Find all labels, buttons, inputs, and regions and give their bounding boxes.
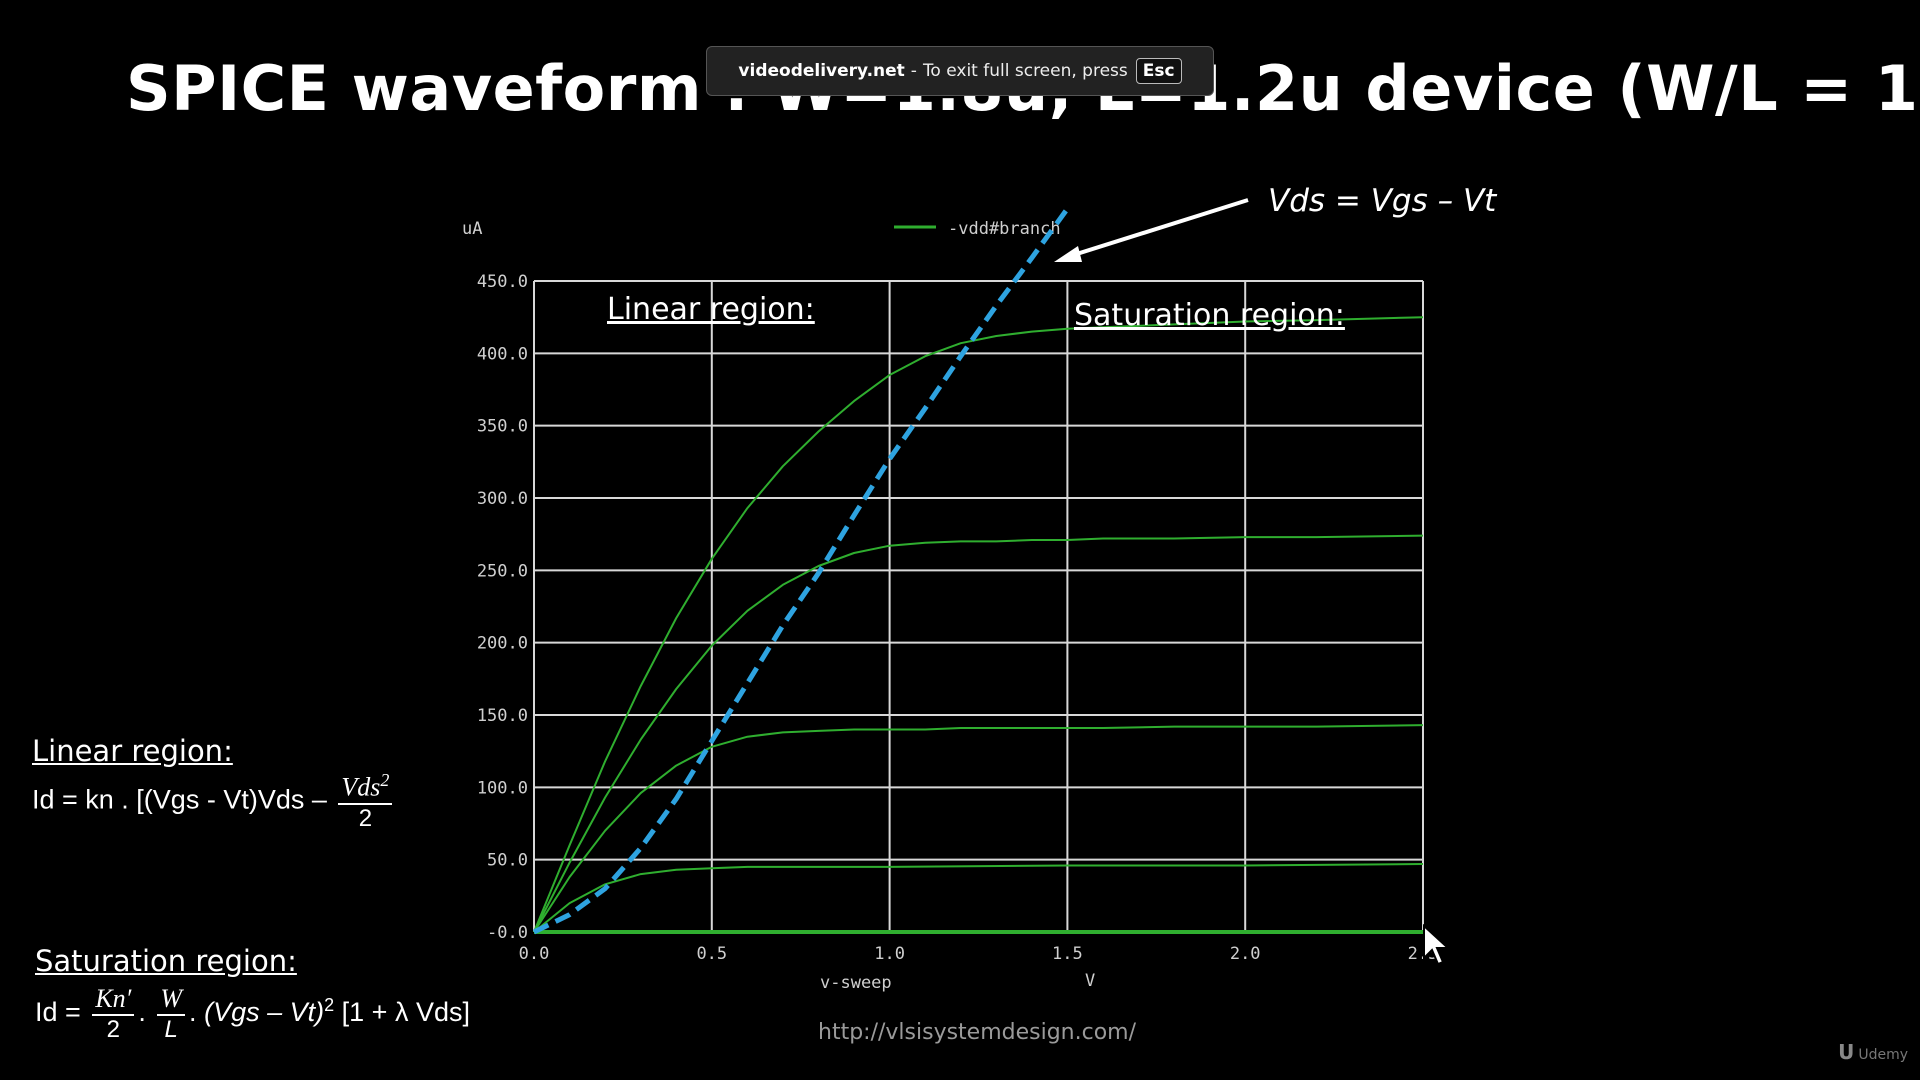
sat-term: (Vgs – Vt) bbox=[204, 997, 325, 1028]
fullscreen-domain: videodelivery.net bbox=[738, 61, 905, 81]
y-unit-label: uA bbox=[462, 219, 482, 239]
sat-term-sup: 2 bbox=[324, 995, 335, 1016]
id-vds-curve bbox=[533, 863, 1424, 933]
x-tick-label: 1.0 bbox=[874, 944, 905, 964]
y-tick-label: 450.0 bbox=[477, 272, 528, 292]
source-url: http://vlsisystemdesign.com/ bbox=[818, 1020, 1137, 1045]
y-tick-label: 100.0 bbox=[477, 778, 528, 798]
id-vds-curve bbox=[533, 316, 1424, 933]
id-vds-curve bbox=[533, 534, 1424, 933]
linear-equation: Id = kn . [(Vgs - Vt)Vds – Vds2 2 bbox=[32, 770, 396, 833]
udemy-logo-icon: U bbox=[1838, 1040, 1855, 1064]
id-vds-curve bbox=[533, 724, 1424, 933]
sat-dot-1: . bbox=[138, 997, 146, 1028]
sat-frac1-den: 2 bbox=[106, 1016, 120, 1043]
linear-eq-fraction: Vds2 2 bbox=[338, 770, 393, 833]
linear-frac-sup: 2 bbox=[380, 770, 390, 790]
sat-dot-2: . bbox=[189, 997, 197, 1028]
saturation-equation: Id = Kn′ 2 . W L . (Vgs – Vt)2 [1 + λ Vd… bbox=[35, 984, 470, 1044]
y-tick-label: 250.0 bbox=[477, 561, 528, 581]
plot-linear-region-label: Linear region: bbox=[607, 292, 815, 327]
sat-tail: [1 + λ Vds] bbox=[341, 997, 470, 1028]
x-axis-label: v-sweep bbox=[820, 973, 892, 993]
x-tick-label: 0.0 bbox=[519, 944, 550, 964]
y-tick-label: 300.0 bbox=[477, 489, 528, 509]
linear-equation-heading: Linear region: bbox=[32, 734, 233, 768]
sat-frac1-num: Kn′ bbox=[92, 984, 135, 1016]
linear-eq-prefix: Id = kn . [(Vgs - Vt)Vds – bbox=[32, 784, 327, 815]
plot-series bbox=[532, 207, 1424, 935]
plot-saturation-region-label: Saturation region: bbox=[1074, 298, 1345, 333]
sat-fraction-kn: Kn′ 2 bbox=[92, 984, 135, 1044]
sat-fraction-wl: W L bbox=[157, 984, 186, 1044]
boundary-curve-vds-eq-vgs-minus-vt bbox=[532, 207, 1070, 935]
x-unit-label: V bbox=[1085, 971, 1095, 991]
sat-eq-prefix: Id = bbox=[35, 997, 81, 1028]
boundary-annotation: Vds = Vgs – Vt bbox=[1268, 183, 1497, 219]
plot-ticks: 0.00.51.01.52.02.5-0.050.0100.0150.0200.… bbox=[477, 272, 1439, 964]
mouse-cursor-icon bbox=[1423, 924, 1451, 966]
x-tick-label: 1.5 bbox=[1052, 944, 1083, 964]
saturation-equation-heading: Saturation region: bbox=[35, 944, 297, 978]
y-tick-label: 200.0 bbox=[477, 634, 528, 654]
y-tick-label: 150.0 bbox=[477, 706, 528, 726]
legend-label: -vdd#branch bbox=[948, 219, 1061, 239]
linear-frac-den: 2 bbox=[358, 804, 373, 832]
y-tick-label: -0.0 bbox=[487, 923, 528, 943]
esc-key[interactable]: Esc bbox=[1135, 58, 1182, 84]
udemy-watermark-text: Udemy bbox=[1858, 1047, 1908, 1063]
fullscreen-notice: videodelivery.net - To exit full screen,… bbox=[706, 46, 1214, 96]
y-tick-label: 400.0 bbox=[477, 344, 528, 364]
plot-grid bbox=[533, 280, 1424, 933]
y-tick-label: 50.0 bbox=[487, 851, 528, 871]
y-tick-label: 350.0 bbox=[477, 417, 528, 437]
fullscreen-text: To exit full screen, press bbox=[922, 61, 1128, 81]
annotation-arrow-head bbox=[1054, 246, 1082, 262]
fullscreen-separator: - bbox=[910, 61, 917, 81]
linear-frac-num: Vds bbox=[341, 772, 381, 802]
sat-frac2-num: W bbox=[157, 984, 186, 1016]
udemy-watermark: U Udemy bbox=[1838, 1040, 1908, 1064]
x-tick-label: 2.0 bbox=[1230, 944, 1261, 964]
annotation-arrow-line bbox=[1063, 198, 1249, 260]
sat-frac2-den: L bbox=[164, 1016, 178, 1043]
x-tick-label: 0.5 bbox=[696, 944, 727, 964]
